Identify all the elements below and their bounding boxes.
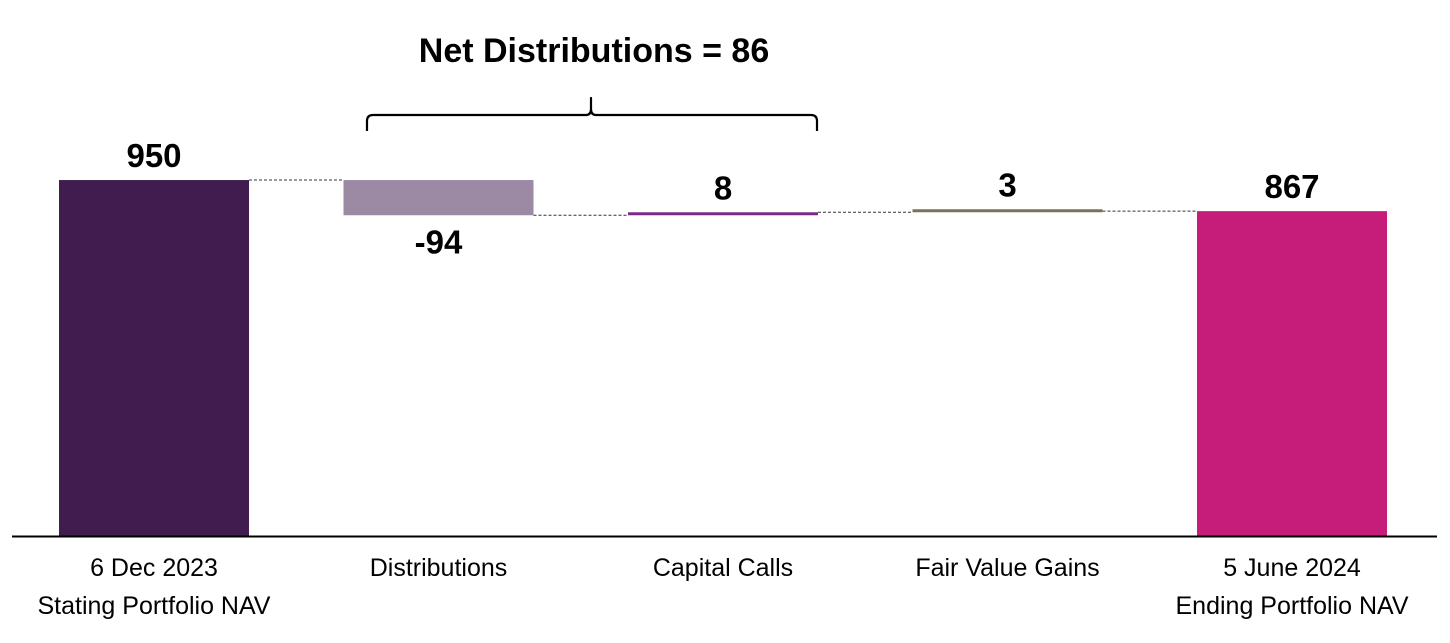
bar-1 — [343, 180, 534, 216]
category-label-1: Distributions — [370, 554, 508, 582]
category-labels: 6 Dec 2023 Stating Portfolio NAV Distribut… — [38, 554, 1409, 620]
bar-2 — [628, 212, 818, 216]
value-label-4: 867 — [1264, 168, 1319, 205]
value-label-3: 3 — [998, 166, 1016, 203]
category-label-0: 6 Dec 2023 Stating Portfolio NAV — [38, 554, 271, 620]
value-labels: 950 -94 8 3 867 — [126, 137, 1319, 260]
category-label-3: Fair Value Gains — [915, 554, 1099, 582]
category-label-2: Capital Calls — [653, 554, 793, 582]
annotation-text: Net Distributions = 86 — [419, 32, 769, 70]
value-label-1: -94 — [415, 223, 463, 260]
bar-0 — [59, 180, 249, 536]
bars — [59, 180, 1387, 536]
value-label-2: 8 — [714, 169, 732, 206]
value-label-0: 950 — [126, 137, 181, 174]
bar-4 — [1197, 211, 1387, 536]
connector-lines — [249, 179, 1197, 216]
bar-3 — [912, 209, 1103, 213]
category-label-4: 5 June 2024 Ending Portfolio NAV — [1176, 554, 1409, 620]
annotation-brace — [365, 96, 819, 131]
